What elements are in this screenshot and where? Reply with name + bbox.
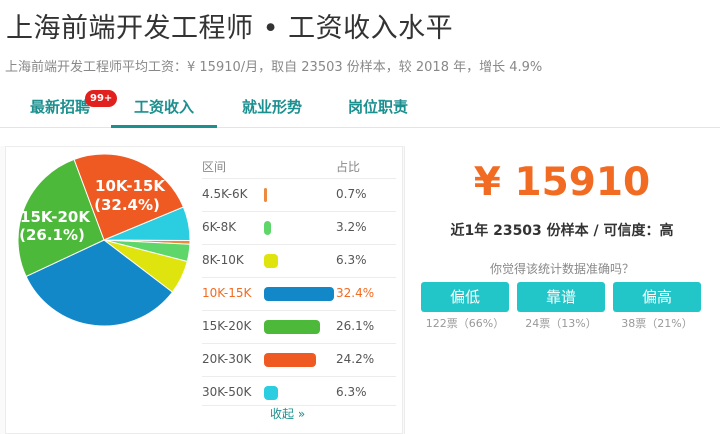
- row-bar: [264, 386, 278, 400]
- tab-label: 最新招聘: [29, 98, 90, 116]
- pie-label-range-a: 10K-15K: [95, 177, 166, 195]
- vote-reliable-count: 24票（13%）: [525, 317, 597, 330]
- row-range: 8K-10K: [202, 253, 244, 267]
- tab-latest-jobs[interactable]: 最新招聘: [14, 88, 106, 128]
- tab-bar: 最新招聘 99+ 工资收入 就业形势 岗位职责: [0, 88, 720, 128]
- col-pct-header: 占比: [336, 160, 361, 174]
- row-pct: 32.4%: [336, 286, 375, 300]
- pie-label-range-b: 15K-20K: [20, 208, 91, 226]
- row-bar: [264, 254, 278, 268]
- row-bar: [264, 287, 334, 301]
- table-row: 20K-30K 24.2%: [202, 343, 396, 376]
- vote-high-count: 38票（21%）: [621, 317, 693, 330]
- row-range: 20K-30K: [202, 352, 252, 366]
- table-row: 4.5K-6K 0.7%: [202, 178, 396, 211]
- row-pct: 24.2%: [336, 352, 375, 366]
- vote-low-count: 122票（66%）: [425, 317, 505, 330]
- tab-label: 岗位职责: [347, 98, 408, 116]
- table-row: 6K-8K 3.2%: [202, 211, 396, 244]
- average-salary: ¥ 15910: [473, 160, 651, 205]
- tab-label: 就业形势: [241, 98, 302, 116]
- page-subtitle: 上海前端开发工程师平均工资：¥ 15910/月，取自 23503 份样本，较 2…: [5, 60, 543, 75]
- page-title: 上海前端开发工程师 • 工资收入水平: [6, 13, 454, 44]
- row-bar: [264, 320, 320, 334]
- vote-high-button[interactable]: 偏高: [613, 282, 701, 312]
- vote-reliable-button[interactable]: 靠谱: [517, 282, 605, 312]
- row-bar: [264, 188, 267, 202]
- pie-slice-15K-20K: [17, 158, 105, 278]
- table-row: 8K-10K 6.3%: [202, 244, 396, 277]
- pie-slice-20K-30K: [73, 153, 185, 241]
- row-pct: 6.3%: [336, 253, 367, 267]
- tab-responsibilities[interactable]: 岗位职责: [328, 88, 428, 128]
- tab-label: 工资收入: [133, 98, 194, 116]
- row-pct: 26.1%: [336, 319, 375, 333]
- row-range: 4.5K-6K: [202, 187, 248, 201]
- table-row: 30K-50K 6.3%: [202, 376, 396, 406]
- pie-label-pct-b: (26.1%): [19, 226, 85, 244]
- table-row: 15K-20K 26.1%: [202, 310, 396, 343]
- row-bar: [264, 353, 316, 367]
- collapse-link[interactable]: 收起 »: [270, 407, 306, 421]
- sample-info: 近1年 23503 份样本 / 可信度：高: [450, 223, 674, 239]
- table-header: 区间 占比: [202, 156, 396, 178]
- row-range: 10K-15K: [202, 286, 252, 300]
- pie-label-pct-a: (32.4%): [94, 196, 160, 214]
- row-range: 6K-8K: [202, 220, 237, 234]
- row-range: 30K-50K: [202, 385, 252, 399]
- row-pct: 3.2%: [336, 220, 367, 234]
- row-pct: 0.7%: [336, 187, 367, 201]
- vote-low-button[interactable]: 偏低: [421, 282, 509, 312]
- table-row-highlighted: 10K-15K 32.4%: [202, 277, 396, 310]
- tab-employment[interactable]: 就业形势: [222, 88, 322, 128]
- row-bar: [264, 221, 271, 235]
- pie-slice-10K-15K: [25, 239, 174, 327]
- jobs-count-badge: 99+: [85, 90, 118, 107]
- accuracy-question: 你觉得该统计数据准确吗？: [489, 262, 634, 276]
- row-range: 15K-20K: [202, 319, 252, 333]
- col-range-header: 区间: [202, 160, 227, 174]
- pie-slice-30K-50K: [103, 206, 191, 241]
- tab-salary[interactable]: 工资收入: [111, 88, 217, 128]
- row-pct: 6.3%: [336, 385, 367, 399]
